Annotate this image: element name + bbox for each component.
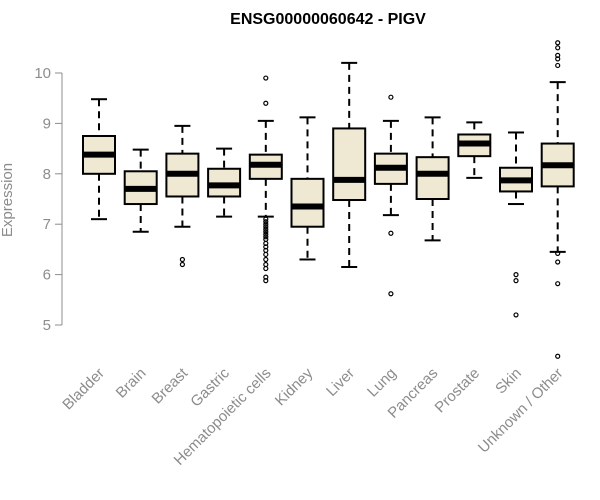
outlier-point — [555, 45, 561, 51]
box-gastric — [207, 147, 242, 218]
x-tick-label: Lung — [364, 365, 400, 401]
outlier-point — [263, 278, 269, 284]
box-pancreas — [415, 116, 450, 242]
outlier-point — [555, 62, 561, 69]
outlier-point — [555, 259, 561, 265]
outlier-point — [513, 272, 519, 278]
outlier-point — [179, 256, 185, 263]
box-hematopoietic-cells — [248, 75, 283, 284]
outlier-point — [263, 234, 269, 240]
x-tick-label: Breast — [149, 364, 192, 407]
x-tick-label: Bladder — [59, 365, 108, 414]
iqr-box — [332, 127, 367, 202]
outlier-point — [513, 278, 519, 284]
outlier-point — [263, 224, 269, 230]
x-tick-label: Liver — [323, 365, 358, 400]
y-tick-label: 8 — [43, 166, 51, 183]
y-axis-title: Expression — [0, 163, 16, 237]
x-tick-label: Skin — [492, 365, 525, 398]
outlier-point — [263, 231, 269, 237]
outlier-point — [263, 100, 269, 106]
box-lung — [373, 94, 408, 297]
outlier-point — [388, 291, 394, 297]
outlier-point — [263, 226, 269, 232]
outlier-point — [263, 219, 269, 225]
box-kidney — [290, 116, 325, 261]
outlier-point — [263, 229, 269, 235]
outlier-point — [555, 40, 561, 46]
box-series — [82, 40, 575, 359]
y-tick-label: 10 — [34, 65, 51, 82]
y-tick-label: 6 — [43, 267, 51, 284]
iqr-box — [290, 177, 325, 228]
outlier-point — [555, 56, 561, 62]
box-unknown-other — [540, 40, 575, 359]
iqr-box — [415, 156, 450, 200]
y-axis: 5 6 7 8 9 10 — [34, 65, 63, 334]
box-skin — [499, 131, 533, 318]
outlier-point — [388, 94, 394, 100]
x-tick-label: Kidney — [272, 364, 317, 409]
outlier-point — [263, 265, 269, 272]
x-tick-label: Prostate — [432, 365, 484, 417]
box-liver — [332, 61, 367, 269]
y-tick-label: 9 — [43, 115, 51, 132]
outlier-point — [263, 256, 269, 263]
outlier-point — [555, 353, 561, 359]
outlier-point — [388, 230, 394, 236]
chart-title: ENSG00000060642 - PIGV — [230, 11, 426, 28]
outlier-point — [513, 312, 519, 318]
x-tick-label: Brain — [113, 365, 150, 402]
box-prostate — [457, 121, 492, 179]
box-bladder — [82, 98, 116, 221]
y-tick-label: 5 — [43, 317, 51, 334]
outlier-point — [263, 221, 269, 227]
outlier-point — [263, 261, 269, 268]
y-tick-label: 7 — [43, 216, 51, 233]
box-breast — [165, 124, 200, 268]
outlier-point — [263, 216, 269, 222]
outlier-point — [263, 75, 269, 81]
outlier-point — [263, 251, 269, 258]
outlier-point — [555, 281, 561, 287]
box-brain — [123, 148, 158, 233]
outlier-point — [555, 250, 561, 257]
outlier-point — [179, 261, 185, 268]
